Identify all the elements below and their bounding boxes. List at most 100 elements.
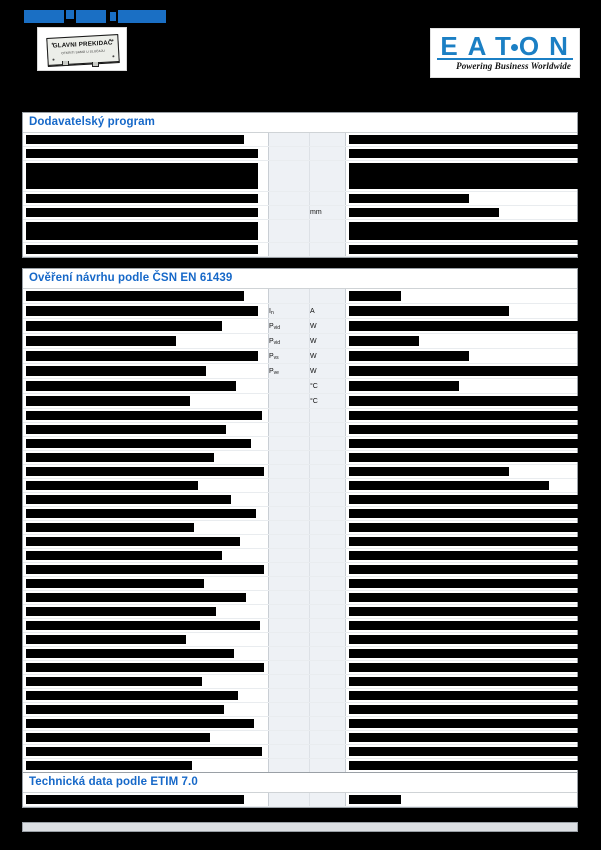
table-row[interactable] bbox=[23, 688, 581, 703]
row-value-cell bbox=[345, 303, 577, 319]
redacted-value bbox=[349, 565, 581, 574]
table-row[interactable] bbox=[23, 436, 581, 451]
redacted-value bbox=[349, 537, 581, 546]
redacted-value bbox=[349, 425, 581, 434]
table-row[interactable] bbox=[23, 604, 581, 619]
redacted-label bbox=[26, 635, 186, 644]
table-row[interactable] bbox=[23, 450, 581, 465]
row-value-cell bbox=[345, 590, 581, 605]
table-row[interactable] bbox=[23, 520, 581, 535]
table-row[interactable] bbox=[23, 219, 581, 243]
table-row[interactable] bbox=[23, 674, 581, 689]
row-unit-cell bbox=[309, 436, 346, 451]
table-row[interactable] bbox=[23, 590, 581, 605]
table-row[interactable] bbox=[23, 191, 577, 206]
table-row[interactable] bbox=[23, 744, 581, 759]
redacted-value bbox=[349, 733, 581, 742]
redacted-value bbox=[349, 481, 549, 490]
redacted-label bbox=[26, 663, 264, 672]
row-symbol-cell bbox=[268, 716, 310, 731]
row-symbol-cell bbox=[268, 492, 310, 507]
row-symbol-cell bbox=[268, 436, 310, 451]
product-image: GLAVNI PREKIDAČ OTKRITI SAMO U SLUČAJU bbox=[37, 27, 127, 71]
redacted-label bbox=[26, 593, 246, 602]
eaton-letter-a: A bbox=[467, 31, 487, 61]
table-row[interactable] bbox=[23, 133, 581, 147]
redacted-value bbox=[349, 761, 581, 770]
table-row[interactable] bbox=[23, 492, 581, 507]
row-unit-cell bbox=[309, 408, 346, 423]
table-row[interactable]: Pvid W bbox=[23, 318, 581, 334]
table-row[interactable] bbox=[23, 242, 581, 257]
table-row[interactable] bbox=[23, 408, 581, 423]
redacted-label bbox=[26, 306, 258, 316]
symbol-text: Pve bbox=[269, 367, 279, 377]
table-row[interactable] bbox=[23, 632, 581, 647]
table-row[interactable] bbox=[23, 758, 581, 773]
row-unit-cell bbox=[309, 548, 346, 563]
row-label-cell bbox=[23, 160, 269, 192]
row-unit-cell bbox=[309, 618, 346, 633]
table-row[interactable] bbox=[23, 506, 581, 521]
row-unit-cell: mm bbox=[309, 205, 346, 220]
table-row[interactable] bbox=[23, 660, 581, 675]
redacted-label bbox=[26, 222, 258, 240]
document-title-redacted bbox=[24, 10, 168, 24]
table-row[interactable] bbox=[23, 160, 581, 192]
title-redaction-block bbox=[110, 12, 116, 21]
redacted-value bbox=[349, 194, 469, 203]
redacted-label bbox=[26, 747, 262, 756]
table-row[interactable] bbox=[23, 793, 577, 807]
row-label-cell bbox=[23, 450, 269, 465]
redacted-value bbox=[349, 291, 401, 301]
row-value-cell bbox=[345, 646, 581, 661]
row-unit-cell bbox=[309, 716, 346, 731]
redacted-label bbox=[26, 291, 244, 301]
redacted-value bbox=[349, 149, 581, 158]
redacted-value bbox=[349, 336, 419, 346]
table-row[interactable]: Pvs W bbox=[23, 348, 577, 364]
section-overeni-navrhu-csn-en-61439: Ověření návrhu podle ČSN EN 61439 In A Pvid… bbox=[22, 268, 581, 803]
row-symbol-cell bbox=[268, 534, 310, 549]
row-unit-cell: W bbox=[309, 318, 346, 334]
row-value-cell bbox=[345, 363, 581, 379]
row-label-cell bbox=[23, 618, 269, 633]
table-row[interactable] bbox=[23, 730, 581, 745]
row-symbol-cell: Pvid bbox=[268, 333, 310, 349]
table-row[interactable] bbox=[23, 576, 581, 591]
row-value-cell bbox=[345, 205, 577, 220]
redacted-value bbox=[349, 321, 581, 331]
table-row[interactable] bbox=[23, 548, 581, 563]
plate-screw-icon bbox=[112, 55, 115, 58]
row-value-cell bbox=[345, 674, 581, 689]
table-row[interactable]: mm bbox=[23, 205, 577, 220]
row-unit-cell bbox=[309, 242, 346, 257]
table-row[interactable] bbox=[23, 478, 577, 493]
table-row[interactable] bbox=[23, 422, 581, 437]
table-row[interactable]: °C bbox=[23, 378, 577, 394]
row-unit-cell: °C bbox=[309, 393, 346, 409]
table-row[interactable] bbox=[23, 716, 581, 731]
table-row[interactable] bbox=[23, 618, 581, 633]
table-row[interactable] bbox=[23, 702, 581, 717]
redacted-value bbox=[349, 351, 469, 361]
row-label-cell bbox=[23, 590, 269, 605]
table-row[interactable]: Pvid W bbox=[23, 333, 577, 349]
table-row[interactable] bbox=[23, 289, 577, 304]
row-symbol-cell bbox=[268, 422, 310, 437]
table-row[interactable] bbox=[23, 534, 581, 549]
row-value-cell bbox=[345, 146, 581, 161]
table-row[interactable] bbox=[23, 146, 581, 161]
redacted-value bbox=[349, 523, 581, 532]
table-row[interactable] bbox=[23, 464, 577, 479]
table-row[interactable]: Pve W bbox=[23, 363, 581, 379]
redacted-label bbox=[26, 495, 231, 504]
redacted-label bbox=[26, 579, 204, 588]
table-row[interactable] bbox=[23, 562, 581, 577]
row-unit-cell bbox=[309, 562, 346, 577]
table-row[interactable] bbox=[23, 646, 581, 661]
row-symbol-cell bbox=[268, 242, 310, 257]
table-row[interactable]: °C bbox=[23, 393, 581, 409]
table-row[interactable]: In A bbox=[23, 303, 577, 319]
row-value-cell bbox=[345, 562, 581, 577]
